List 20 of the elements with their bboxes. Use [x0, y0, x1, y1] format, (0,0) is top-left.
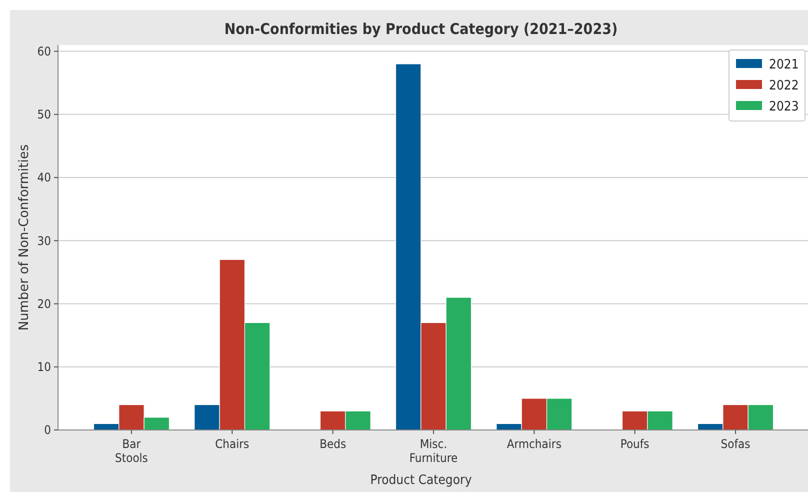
chart-title: Non-Conformities by Product Category (2021–2023)	[224, 20, 618, 38]
y-tick-label: 40	[37, 170, 52, 185]
x-tick-label: Poufs	[620, 437, 650, 451]
x-tick-label: Sofas	[720, 437, 751, 451]
legend-label: 2022	[769, 78, 799, 94]
y-tick-label: 50	[37, 108, 52, 122]
x-tick-label: Bar Stools	[115, 437, 148, 465]
y-axis-title: Number of Non-Conformities	[17, 144, 32, 331]
y-tick-label: 10	[37, 360, 52, 374]
y-tick-label: 60	[37, 44, 52, 59]
x-tick-label: Chairs	[215, 437, 250, 451]
y-tick-label: 0	[44, 423, 52, 438]
x-tick-label: Armchairs	[506, 437, 562, 451]
x-tick-label: Beds	[320, 437, 346, 451]
x-tick-label: Misc. Furniture	[409, 437, 458, 465]
legend-label: 2023	[769, 100, 799, 115]
y-tick-label: 30	[37, 234, 52, 248]
x-axis-title: Product Category	[370, 473, 472, 488]
legend-label: 2021	[769, 58, 799, 73]
y-tick-label: 20	[37, 296, 52, 311]
